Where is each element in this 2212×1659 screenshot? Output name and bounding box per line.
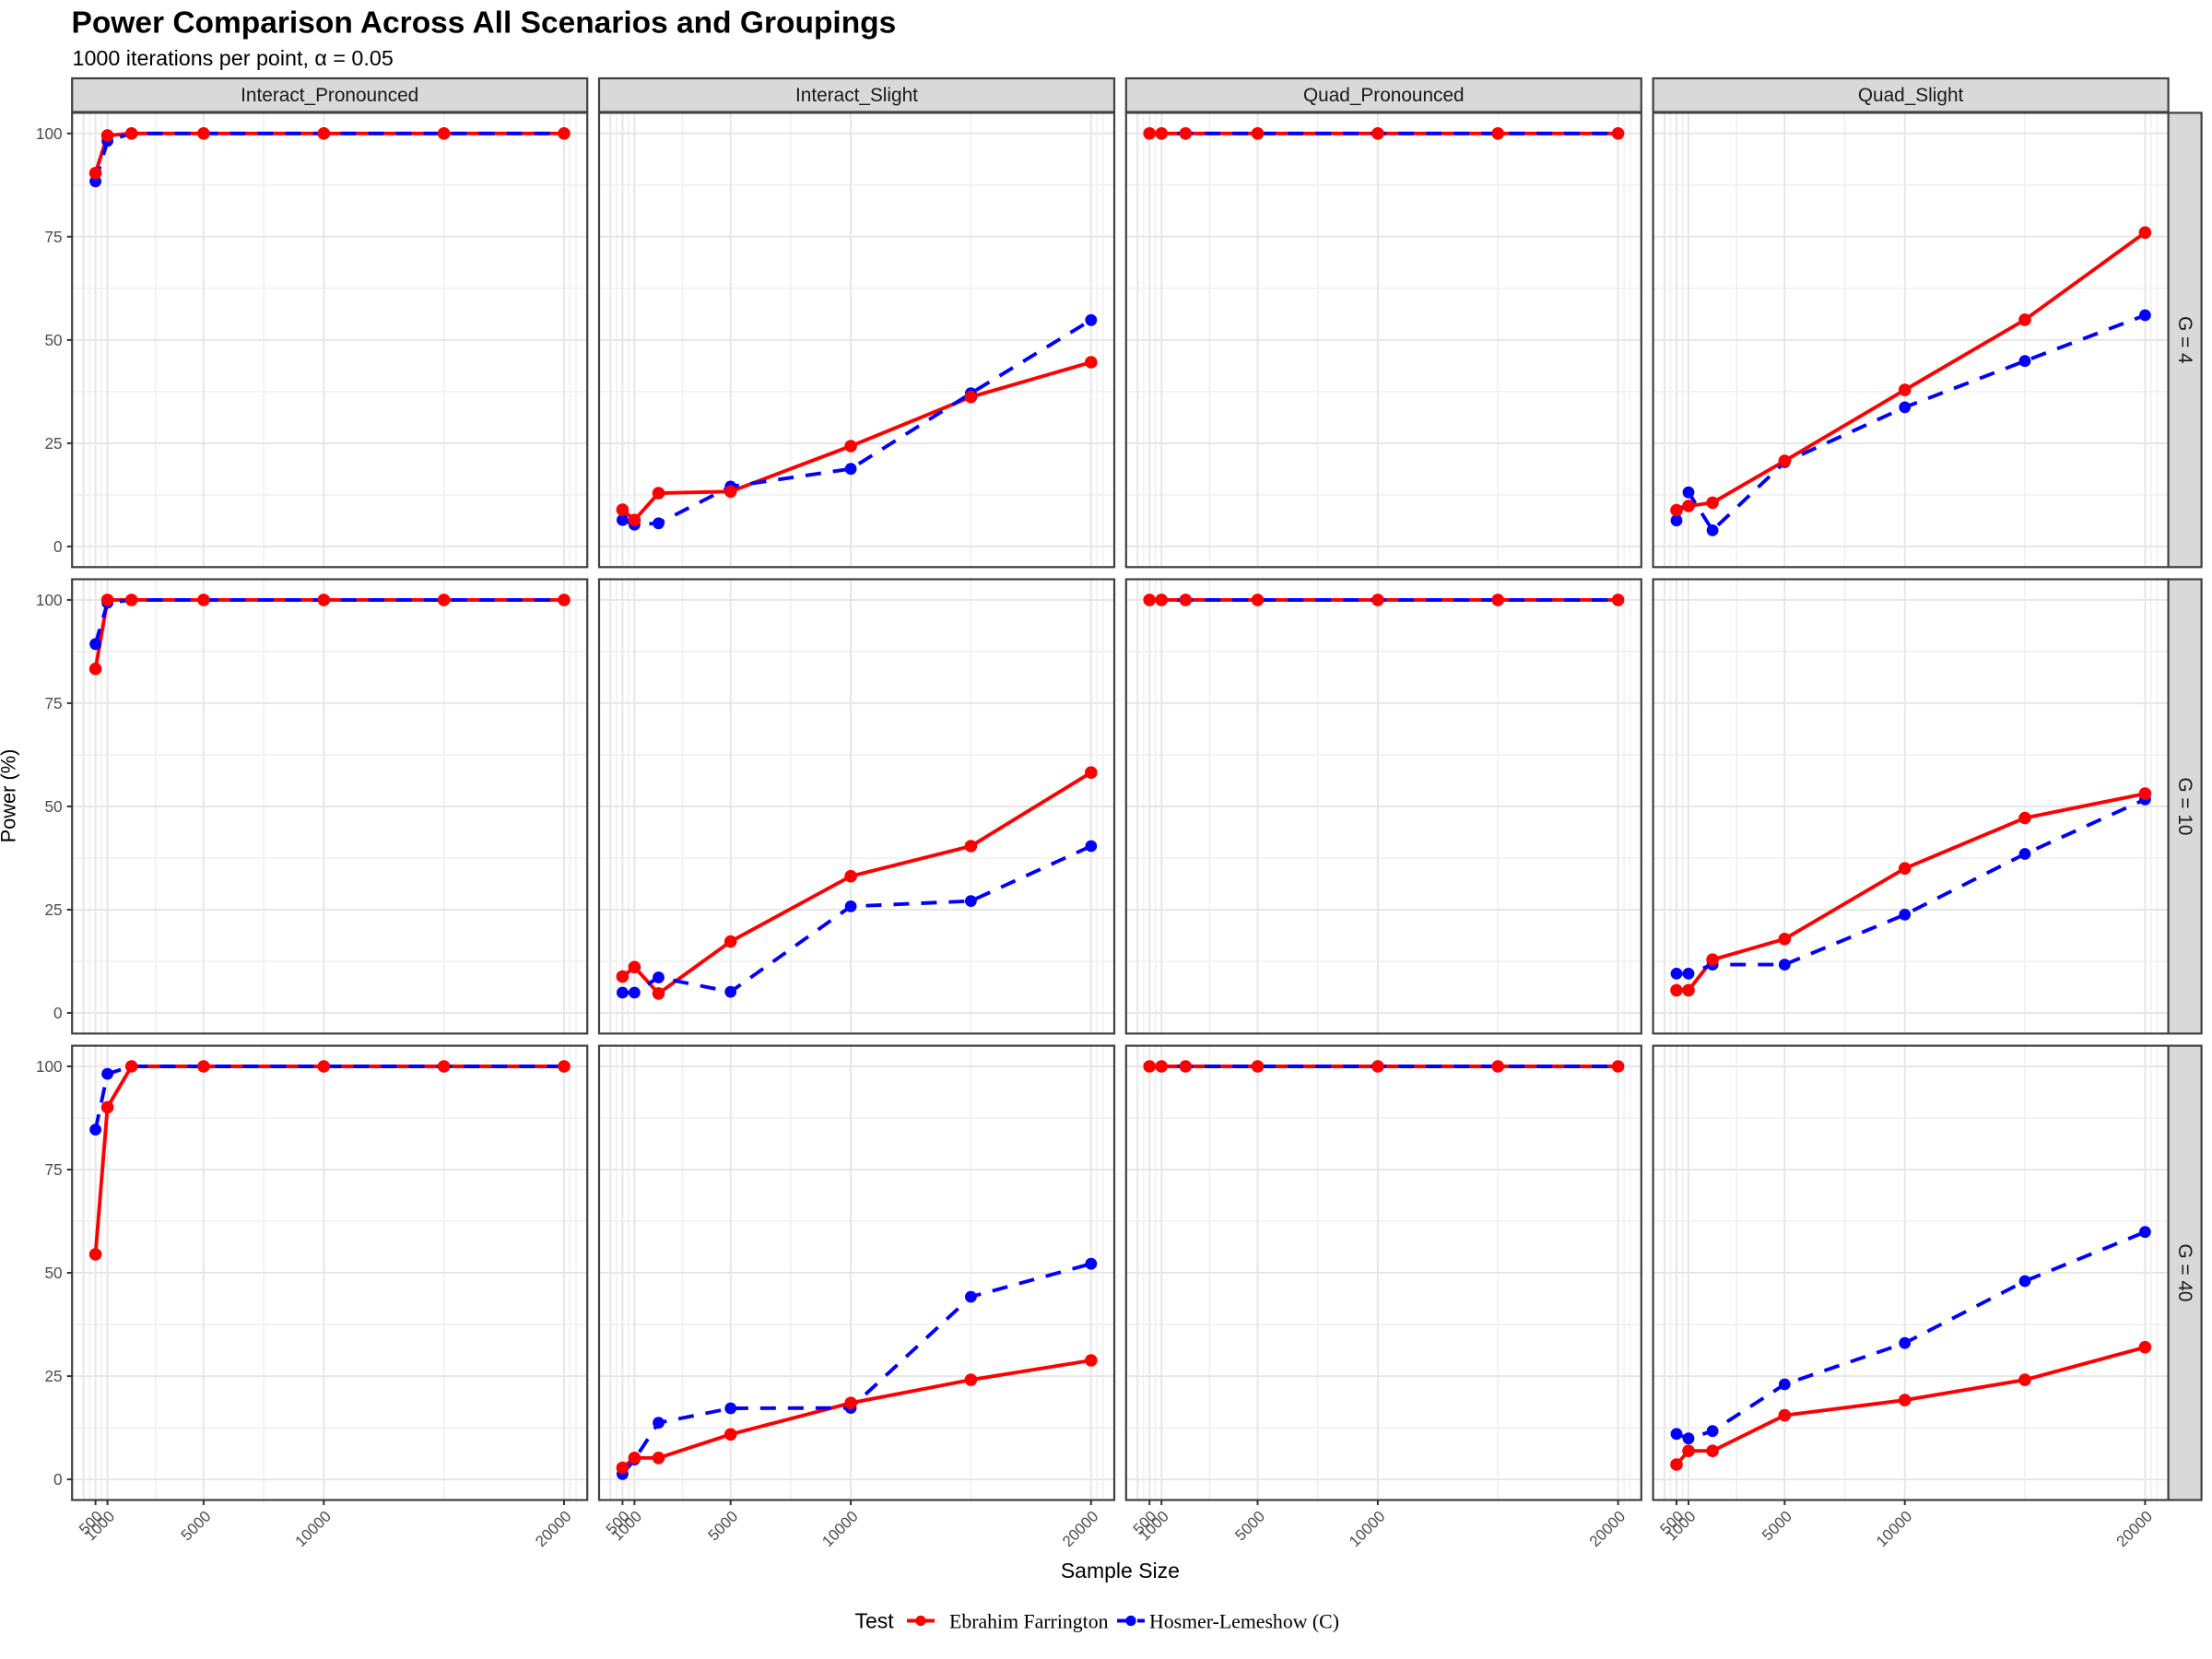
svg-text:0: 0 <box>53 1470 63 1488</box>
svg-text:100: 100 <box>36 1057 63 1076</box>
svg-text:Interact_Slight: Interact_Slight <box>795 85 918 106</box>
svg-text:75: 75 <box>44 694 62 712</box>
svg-text:50: 50 <box>44 331 62 349</box>
svg-text:Hosmer-Lemeshow (C): Hosmer-Lemeshow (C) <box>1149 1611 1339 1633</box>
svg-text:75: 75 <box>44 228 62 246</box>
svg-text:G = 10: G = 10 <box>2174 777 2195 835</box>
svg-text:25: 25 <box>44 900 62 919</box>
svg-text:Quad_Pronounced: Quad_Pronounced <box>1303 85 1465 106</box>
svg-text:25: 25 <box>44 1367 62 1385</box>
svg-text:G = 40: G = 40 <box>2174 1243 2195 1301</box>
svg-text:Test: Test <box>855 1609 895 1633</box>
svg-text:25: 25 <box>44 434 62 453</box>
svg-text:0: 0 <box>53 1004 63 1022</box>
svg-text:75: 75 <box>44 1160 62 1179</box>
svg-text:1000 iterations per point, α =: 1000 iterations per point, α = 0.05 <box>73 46 394 70</box>
svg-text:50: 50 <box>44 797 62 816</box>
svg-text:Ebrahim Farrington: Ebrahim Farrington <box>949 1611 1109 1633</box>
svg-text:G = 4: G = 4 <box>2174 316 2195 363</box>
svg-text:Sample Size: Sample Size <box>1061 1559 1180 1583</box>
svg-text:100: 100 <box>36 591 63 609</box>
svg-text:Interact_Pronounced: Interact_Pronounced <box>241 85 418 106</box>
svg-text:Power (%): Power (%) <box>0 749 20 843</box>
svg-text:Power Comparison Across All Sc: Power Comparison Across All Scenarios an… <box>72 6 897 41</box>
svg-text:0: 0 <box>53 537 63 556</box>
svg-text:100: 100 <box>36 124 63 143</box>
svg-text:50: 50 <box>44 1264 62 1282</box>
svg-text:Quad_Slight: Quad_Slight <box>1858 85 1964 106</box>
